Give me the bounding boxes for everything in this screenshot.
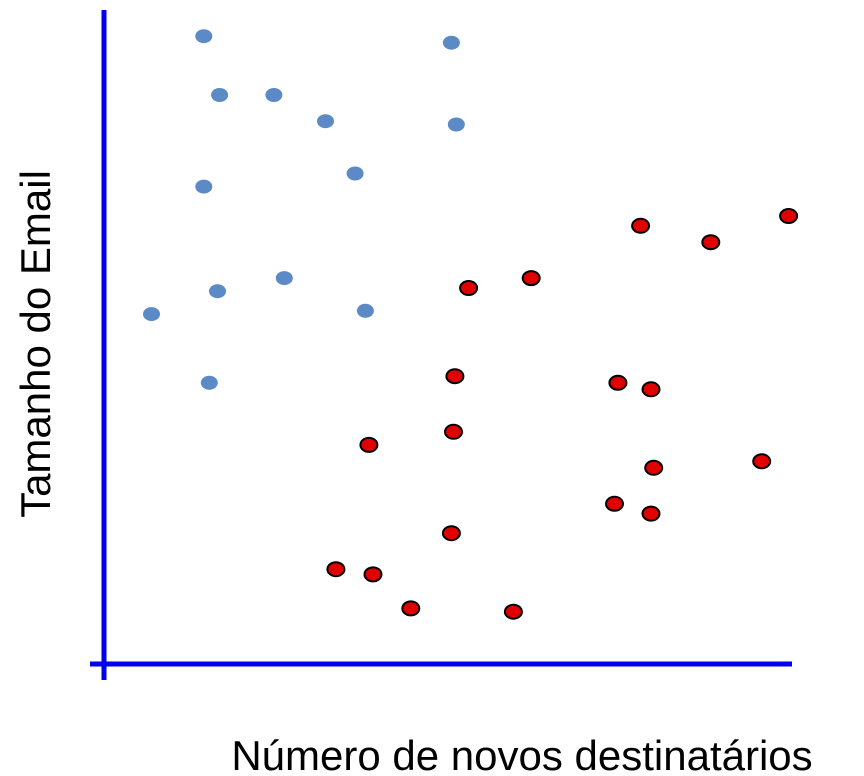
data-point-series-2-8 xyxy=(641,381,661,398)
data-point-series-1-9 xyxy=(275,271,293,286)
data-point-series-2-3 xyxy=(779,208,799,224)
data-point-series-2-11 xyxy=(644,459,664,476)
data-point-series-1-12 xyxy=(356,303,374,318)
data-point-series-2-2 xyxy=(701,234,721,251)
data-point-series-1-4 xyxy=(265,88,283,102)
data-point-series-1-11 xyxy=(143,307,160,322)
data-point-series-2-5 xyxy=(521,270,541,287)
data-point-series-1-6 xyxy=(447,117,465,132)
data-point-series-2-10 xyxy=(359,436,379,453)
data-point-series-2-1 xyxy=(631,217,651,234)
series-1 xyxy=(143,29,465,390)
data-point-series-2-4 xyxy=(459,280,479,296)
y-axis-label: Tamanho do Email xyxy=(12,170,59,518)
data-point-series-1-5 xyxy=(317,114,334,129)
data-point-series-1-3 xyxy=(211,88,229,102)
data-point-series-2-6 xyxy=(445,368,465,385)
data-point-series-2-16 xyxy=(326,561,346,578)
data-point-series-2-17 xyxy=(363,566,383,583)
data-point-series-1-7 xyxy=(346,166,364,181)
x-axis-label: Número de novos destinatários xyxy=(231,732,812,776)
points-layer xyxy=(143,29,799,620)
data-point-series-1-10 xyxy=(209,284,226,299)
data-point-series-2-14 xyxy=(641,505,661,522)
data-point-series-2-15 xyxy=(441,525,461,542)
data-point-series-1-1 xyxy=(195,29,213,44)
data-point-series-2-19 xyxy=(503,603,523,620)
series-2 xyxy=(326,208,799,620)
data-point-series-1-8 xyxy=(195,179,213,194)
data-point-series-2-12 xyxy=(752,453,772,470)
data-point-series-2-18 xyxy=(401,600,421,617)
data-point-series-2-9 xyxy=(444,423,463,440)
data-point-series-2-13 xyxy=(605,495,624,512)
data-point-series-1-13 xyxy=(200,375,218,390)
data-point-series-1-2 xyxy=(442,35,460,50)
data-point-series-2-7 xyxy=(608,374,628,391)
